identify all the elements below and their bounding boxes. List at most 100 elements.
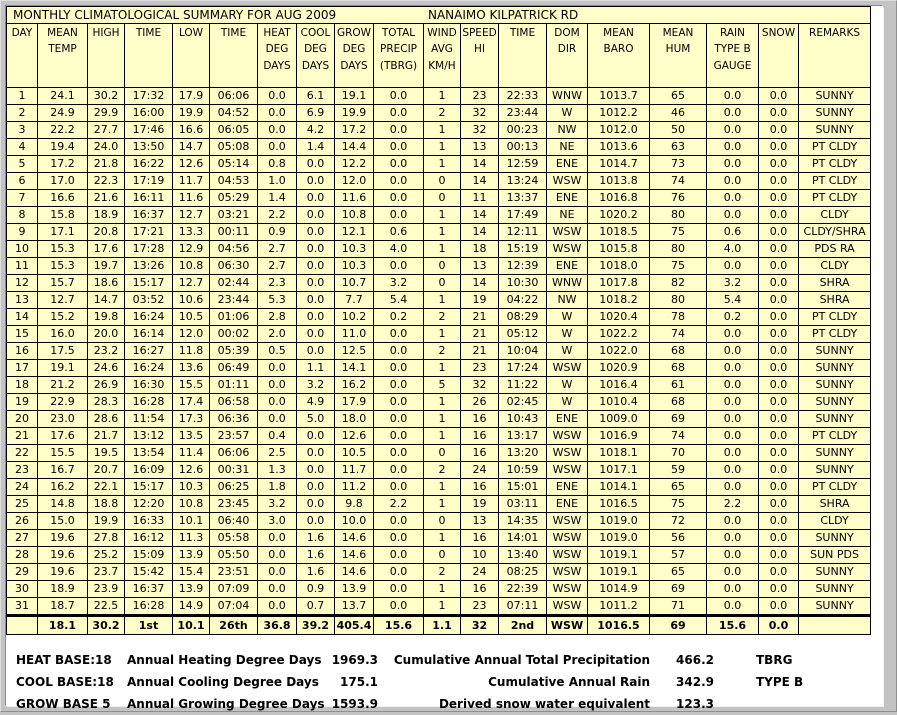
cell: 13: [460, 257, 499, 275]
cell: PT CLDY: [797, 478, 872, 496]
cell: 03:11: [498, 495, 547, 513]
cell: 15:19: [498, 240, 547, 258]
cell: 32: [460, 121, 499, 139]
cell: 0.0: [758, 512, 799, 530]
cell: CLDY: [797, 206, 872, 224]
cell: 0.2: [373, 308, 424, 326]
cell: PT CLDY: [797, 189, 872, 207]
cell: 0.0: [706, 325, 759, 343]
cell: 69: [649, 580, 707, 598]
cell: 17.2: [334, 121, 374, 139]
table-row: 12 15.7 18.6 15:17 12.7 02:44 2.3 0.0 10.7 3.2 0 14…: [6, 274, 872, 292]
cell: 0.0: [296, 444, 335, 462]
cell: 19.4: [37, 138, 88, 156]
cell: 18.9: [37, 580, 88, 598]
cell: 16:30: [124, 376, 173, 394]
cell: 13:54: [124, 444, 173, 462]
cell: 19.8: [87, 308, 125, 326]
table-row: 24 16.2 22.1 15:17 10.3 06:25 1.8 0.0 11.2 0.0 1 16…: [6, 478, 872, 496]
cell: 13:26: [124, 257, 173, 275]
cell: 15.5: [37, 444, 88, 462]
cell: 14:01: [498, 529, 547, 547]
cell: 3.2: [296, 376, 335, 394]
cell: 10:59: [498, 461, 547, 479]
cell: 0.0: [706, 257, 759, 275]
cell: 22.1: [87, 478, 125, 496]
cell: 2: [423, 342, 461, 360]
cell: 19: [6, 393, 38, 411]
cell: 32: [460, 376, 499, 394]
cell: 1: [423, 155, 461, 173]
cell: 0.0: [758, 206, 799, 224]
cell: 0.0: [706, 427, 759, 445]
cell: 0.0: [758, 342, 799, 360]
table-row: 1 24.1 30.2 17:32 17.9 06:06 0.0 6.1 19.1 0.0 1 23 2…: [6, 87, 872, 105]
summary-cell: 15.6: [373, 614, 424, 635]
cell: WSW: [546, 223, 588, 241]
summary-row: 18.1 30.2 1st 10.1 26th 36.8 39.2 405.4 15.6 1.1 3…: [6, 614, 872, 635]
cell: 0.0: [296, 172, 335, 190]
cell: 0.0: [257, 580, 297, 598]
cell: 24.0: [87, 138, 125, 156]
summary-cell: 15.6: [706, 614, 759, 635]
table-row: 19 22.9 28.3 16:28 17.4 06:58 0.0 4.9 17.9 0.0 1 26…: [6, 393, 872, 411]
cell: WNW: [546, 274, 588, 292]
cell: 04:53: [209, 172, 258, 190]
cell: 1019.0: [587, 512, 650, 530]
cell: 0.0: [373, 427, 424, 445]
cell: 16: [460, 410, 499, 428]
cell: 0.0: [257, 376, 297, 394]
cell: 2.2: [373, 495, 424, 513]
cell: 0.0: [296, 223, 335, 241]
table-row: 20 23.0 28.6 11:54 17.3 06:36 0.0 5.0 18.0 0.0 1 16…: [6, 410, 872, 428]
cell: 13.9: [172, 580, 210, 598]
cell: 26.9: [87, 376, 125, 394]
cell: 0.0: [257, 121, 297, 139]
cell: 25.2: [87, 546, 125, 564]
cell: 0.0: [758, 393, 799, 411]
cell: 11.4: [172, 444, 210, 462]
cell: WSW: [546, 444, 588, 462]
cell: 23: [460, 87, 499, 105]
cell: 2: [423, 104, 461, 122]
cell: 0.0: [758, 104, 799, 122]
cell: 1: [423, 410, 461, 428]
cell: 0.0: [373, 172, 424, 190]
cell: 17:19: [124, 172, 173, 190]
cell: PT CLDY: [797, 427, 872, 445]
cell: 0.0: [706, 359, 759, 377]
report-panel: MONTHLY CLIMATOLOGICAL SUMMARY FOR AUG 2…: [5, 6, 883, 711]
cell: 2: [423, 461, 461, 479]
cell: PT CLDY: [797, 155, 872, 173]
cell: SUNNY: [797, 87, 872, 105]
cell: 19: [460, 495, 499, 513]
cell: SHRA: [797, 291, 872, 309]
cell: 9: [6, 223, 38, 241]
cell: 0.0: [758, 410, 799, 428]
cell: 20: [6, 410, 38, 428]
cell: 2.0: [257, 325, 297, 343]
cell: 1018.2: [587, 291, 650, 309]
cell: 05:29: [209, 189, 258, 207]
cell: 29.9: [87, 104, 125, 122]
cell: 12.9: [172, 240, 210, 258]
cell: 0.0: [758, 274, 799, 292]
cell: 14.1: [334, 359, 374, 377]
cell: W: [546, 325, 588, 343]
cell: 3.2: [373, 274, 424, 292]
table-row: 23 16.7 20.7 16:09 12.6 00:31 1.3 0.0 11.7 0.0 2 24…: [6, 461, 872, 479]
cell: SUN PDS: [797, 546, 872, 564]
cell: 65: [649, 87, 707, 105]
cell: 1: [423, 393, 461, 411]
cell: ENE: [546, 495, 588, 513]
cell: 23:44: [498, 104, 547, 122]
summary-cell: 10.1: [172, 614, 210, 635]
cell: 0.5: [257, 342, 297, 360]
cell: 1: [423, 495, 461, 513]
cell: 17.1: [37, 223, 88, 241]
cell: 19.1: [37, 359, 88, 377]
cell: 18: [460, 240, 499, 258]
cell: 23:44: [209, 291, 258, 309]
cell: 1.8: [257, 478, 297, 496]
table-row: 11 15.3 19.7 13:26 10.8 06:30 2.7 0.0 10.3 0.0 0 13…: [6, 257, 872, 275]
